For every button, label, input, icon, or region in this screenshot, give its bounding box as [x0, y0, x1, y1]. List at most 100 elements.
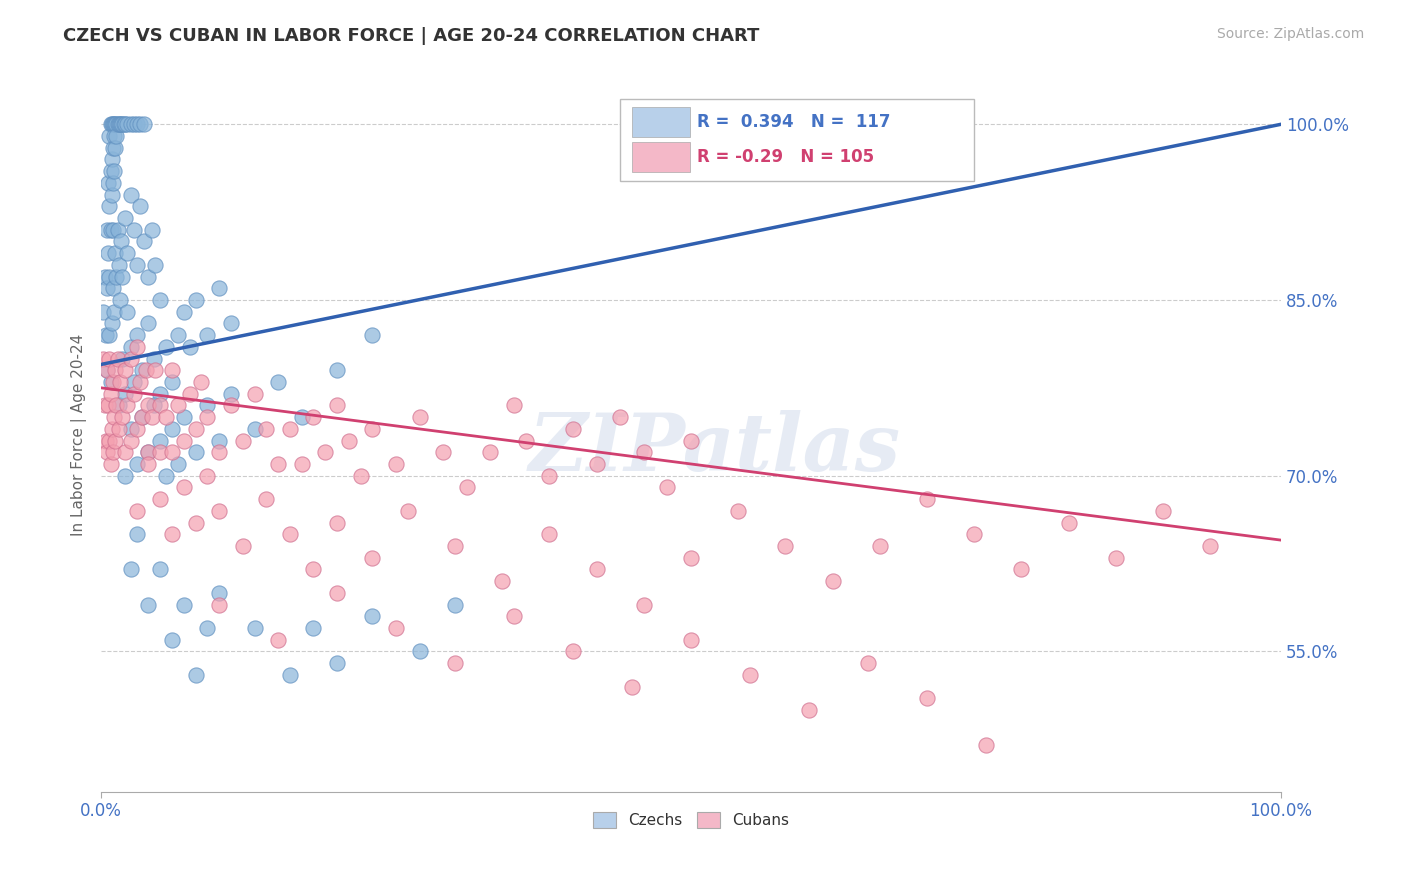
Point	[96, 223, 118, 237]
Point	[100, 117, 122, 131]
Point	[679, 632, 702, 647]
Text: R =  0.394   N =  117: R = 0.394 N = 117	[697, 113, 890, 131]
Point	[408, 410, 430, 425]
Point	[141, 223, 163, 237]
Point	[104, 363, 127, 377]
Point	[479, 445, 502, 459]
Point	[155, 410, 177, 425]
Point	[129, 117, 152, 131]
Point	[103, 128, 125, 143]
Point	[97, 246, 120, 260]
Point	[195, 328, 218, 343]
Point	[326, 586, 349, 600]
Point	[141, 410, 163, 425]
Point	[132, 117, 155, 131]
Point	[208, 434, 231, 448]
Point	[94, 434, 117, 448]
Point	[195, 399, 218, 413]
Point	[100, 153, 122, 167]
Point	[108, 258, 131, 272]
Point	[103, 117, 125, 131]
Point	[98, 128, 121, 143]
Point	[326, 399, 349, 413]
Point	[361, 422, 384, 436]
Point	[155, 340, 177, 354]
Point	[350, 468, 373, 483]
FancyBboxPatch shape	[633, 142, 690, 172]
Point	[503, 609, 526, 624]
Point	[120, 351, 142, 366]
Point	[160, 632, 183, 647]
Point	[131, 410, 153, 425]
Point	[111, 269, 134, 284]
Point	[136, 598, 159, 612]
Point	[326, 516, 349, 530]
Point	[166, 457, 188, 471]
Point	[149, 386, 172, 401]
Point	[243, 386, 266, 401]
Point	[101, 375, 124, 389]
Point	[100, 422, 122, 436]
Point	[190, 375, 212, 389]
Point	[100, 223, 122, 237]
Point	[108, 293, 131, 307]
Point	[278, 422, 301, 436]
Point	[173, 480, 195, 494]
Point	[621, 680, 644, 694]
Point	[173, 410, 195, 425]
Point	[93, 399, 115, 413]
Point	[444, 539, 467, 553]
Point	[93, 269, 115, 284]
Point	[125, 457, 148, 471]
Point	[184, 668, 207, 682]
Point	[267, 375, 290, 389]
Point	[149, 293, 172, 307]
Point	[125, 527, 148, 541]
Point	[243, 621, 266, 635]
Point	[738, 668, 761, 682]
Point	[108, 117, 131, 131]
Point	[254, 422, 277, 436]
Point	[143, 351, 166, 366]
Point	[98, 328, 121, 343]
Point	[291, 410, 314, 425]
Point	[149, 434, 172, 448]
Text: R = -0.29   N = 105: R = -0.29 N = 105	[697, 148, 875, 166]
Point	[173, 304, 195, 318]
Point	[96, 363, 118, 377]
Point	[444, 598, 467, 612]
Point	[160, 445, 183, 459]
Point	[114, 445, 136, 459]
Point	[254, 492, 277, 507]
Point	[278, 527, 301, 541]
Point	[98, 269, 121, 284]
Point	[105, 399, 128, 413]
Point	[149, 562, 172, 576]
Point	[963, 527, 986, 541]
Point	[120, 340, 142, 354]
Point	[385, 621, 408, 635]
Point	[94, 328, 117, 343]
Point	[100, 117, 122, 131]
Point	[98, 351, 121, 366]
Point	[103, 164, 125, 178]
Point	[179, 386, 201, 401]
Point	[149, 399, 172, 413]
Point	[100, 187, 122, 202]
Point	[103, 304, 125, 318]
Point	[1105, 550, 1128, 565]
Point	[160, 527, 183, 541]
Y-axis label: In Labor Force | Age 20-24: In Labor Force | Age 20-24	[72, 334, 87, 536]
Point	[114, 117, 136, 131]
Point	[100, 164, 122, 178]
Point	[208, 281, 231, 295]
Point	[302, 410, 325, 425]
Point	[136, 445, 159, 459]
Point	[125, 258, 148, 272]
Point	[135, 363, 157, 377]
Point	[361, 328, 384, 343]
Point	[195, 468, 218, 483]
Point	[562, 422, 585, 436]
Point	[96, 363, 118, 377]
Point	[125, 328, 148, 343]
